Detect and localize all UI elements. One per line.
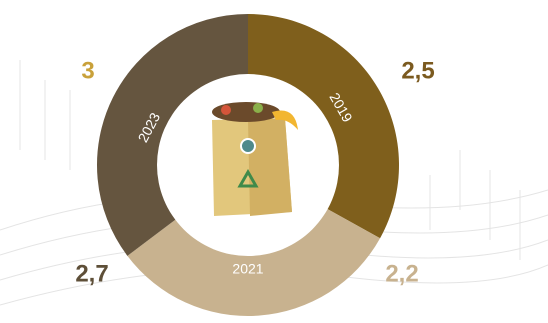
ring-segment bbox=[248, 14, 399, 239]
compost-bag-icon bbox=[212, 102, 298, 216]
figure-label: 2,5 bbox=[401, 57, 434, 84]
figure-label: 2,7 bbox=[75, 260, 108, 287]
figure-label: 2,2 bbox=[385, 260, 418, 287]
ring-segment bbox=[97, 14, 248, 256]
figure-label: 3 bbox=[81, 57, 94, 84]
segment-label: 2021 bbox=[232, 261, 263, 277]
